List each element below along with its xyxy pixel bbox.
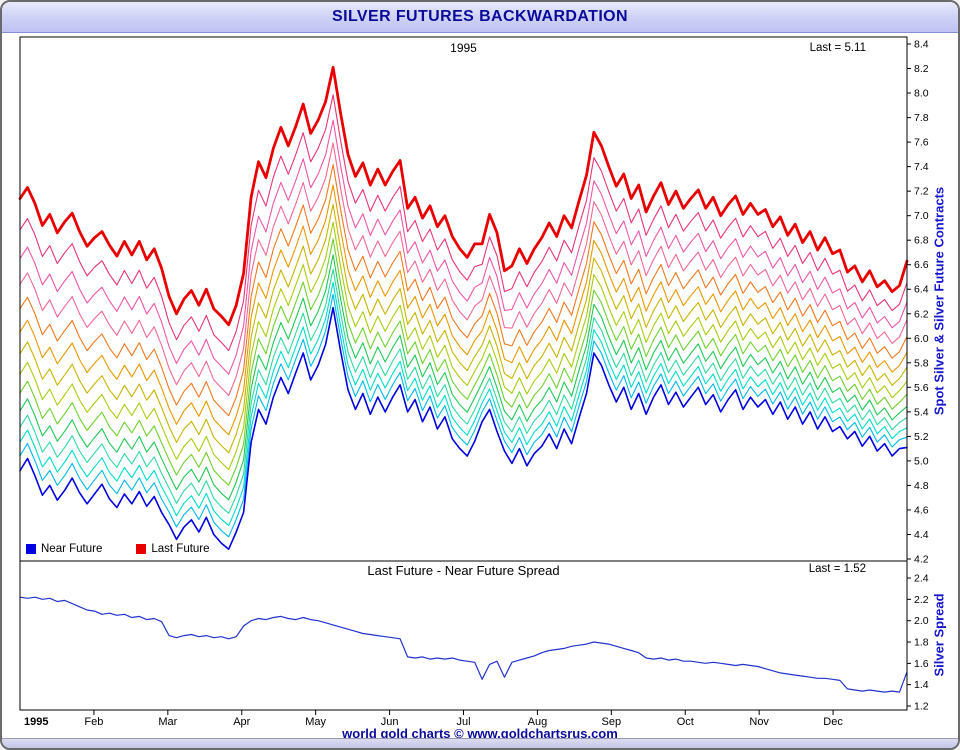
x-axis-label-Apr: Apr — [233, 716, 250, 728]
spread-plot-border — [19, 560, 908, 711]
x-axis-label-Feb: Feb — [84, 716, 103, 728]
x-axis-label-Oct: Oct — [677, 716, 694, 728]
spread-axis-tick-label: 1.4 — [914, 679, 929, 691]
x-axis-label-Aug: Aug — [528, 716, 548, 728]
contracts-axis-tick-label: 6.8 — [914, 235, 929, 247]
future-contract-line-3 — [19, 268, 908, 514]
near-future-swatch — [26, 544, 36, 554]
contracts-axis-tick-label: 7.8 — [914, 112, 929, 124]
window-bottom-bar — [2, 738, 958, 748]
contracts-axis-tick-label: 7.6 — [914, 137, 929, 149]
contracts-axis-tick-label: 6.2 — [914, 308, 929, 320]
legend-item-last-future: Last Future — [136, 543, 210, 555]
top-plot-border — [19, 36, 908, 562]
contracts-axis-tick-label: 5.4 — [914, 406, 929, 418]
x-axis-label-Dec: Dec — [823, 716, 843, 728]
spread-axis-tick-label: 2.4 — [914, 573, 929, 585]
spread-axis-tick-label: 1.8 — [914, 637, 929, 649]
future-contract-line-8 — [19, 184, 908, 436]
spread-chart-title: Last Future - Near Future Spread — [367, 563, 560, 578]
contracts-axis-tick-label: 5.8 — [914, 357, 929, 369]
x-axis-label-May: May — [305, 716, 326, 728]
contracts-axis-tick-label: 5.6 — [914, 382, 929, 394]
contracts-axis-tick-label: 4.8 — [914, 480, 929, 492]
future-contract-line-10 — [19, 142, 908, 397]
last-future-swatch — [136, 544, 147, 554]
future-contract-line-5 — [19, 238, 908, 486]
contracts-axis-tick-label: 6.0 — [914, 333, 929, 345]
right-axis-label-spread: Silver Spread — [931, 593, 947, 677]
contracts-axis-tick-label: 4.2 — [914, 554, 929, 566]
title-bar: SILVER FUTURES BACKWARDATION — [2, 2, 958, 33]
future-contract-line-7 — [19, 203, 908, 454]
future-contract-line-12 — [19, 94, 908, 352]
spread-line — [19, 596, 908, 693]
contracts-axis-tick-label: 6.4 — [914, 284, 929, 296]
x-axis-label-Nov: Nov — [749, 716, 769, 728]
contracts-axis-tick-label: 8.0 — [914, 88, 929, 100]
legend-item-near-future: Near Future — [26, 543, 102, 555]
contracts-axis-tick-label: 6.6 — [914, 259, 929, 271]
legend-label-last: Last Future — [151, 543, 210, 555]
legend-label-near: Near Future — [41, 543, 103, 555]
spread-axis-tick-label: 2.0 — [914, 615, 929, 627]
x-axis-label-Sep: Sep — [602, 716, 622, 728]
near-future-line — [19, 306, 908, 551]
contracts-axis-tick-label: 8.4 — [914, 39, 929, 51]
spread-axis-tick-label: 2.2 — [914, 594, 929, 606]
legend: Near Future Last Future — [26, 543, 210, 555]
x-axis-label-Jun: Jun — [381, 716, 399, 728]
spread-axis-tick-label: 1.2 — [914, 701, 929, 713]
contracts-axis-tick-label: 8.2 — [914, 63, 929, 75]
contracts-axis-tick-label: 4.4 — [914, 529, 929, 541]
last-future-line — [18, 65, 909, 327]
top-chart-last-value: Last = 5.11 — [809, 42, 866, 54]
contracts-axis-tick-label: 5.0 — [914, 455, 929, 467]
future-contract-line-11 — [19, 119, 908, 375]
contracts-axis-tick-label: 7.0 — [914, 210, 929, 222]
contracts-axis-tick-label: 5.2 — [914, 431, 929, 443]
future-contract-line-9 — [19, 164, 908, 417]
future-contract-line-1 — [19, 293, 908, 538]
spread-axis-tick-label: 1.6 — [914, 658, 929, 670]
x-axis-label-Mar: Mar — [158, 716, 177, 728]
right-axis-label-contracts: Spot Silver & Silver Future Contracts — [931, 186, 947, 416]
future-contract-line-6 — [19, 221, 908, 471]
future-contract-line-4 — [19, 254, 908, 501]
contracts-axis-tick-label: 4.6 — [914, 504, 929, 516]
page-title: SILVER FUTURES BACKWARDATION — [332, 8, 628, 25]
footer-credit: world gold charts © www.goldchartsrus.co… — [342, 726, 618, 741]
future-contract-line-2 — [19, 281, 908, 527]
spread-chart-last-value: Last = 1.52 — [808, 563, 866, 575]
x-axis-label-Jul: Jul — [456, 716, 470, 728]
contracts-axis-tick-label: 7.2 — [914, 186, 929, 198]
top-chart-year-label: 1995 — [450, 41, 477, 55]
x-axis-label-1995: 1995 — [24, 716, 48, 728]
contracts-axis-tick-label: 7.4 — [914, 161, 929, 173]
